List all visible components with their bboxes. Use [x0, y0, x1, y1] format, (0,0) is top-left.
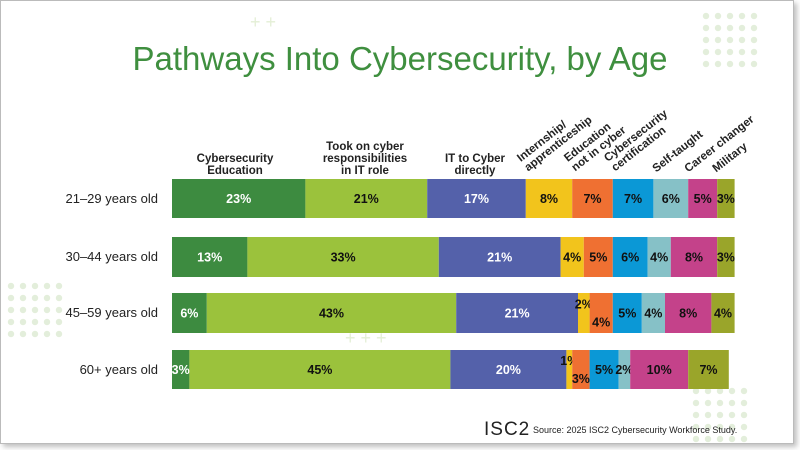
bar-segment [305, 179, 428, 218]
header-cybersecurity-education: Cybersecurity Education [180, 153, 290, 177]
bar-segment [612, 179, 654, 218]
bar-segment [525, 179, 573, 218]
bar-segment [172, 350, 190, 389]
row-label: 45–59 years old [65, 305, 158, 320]
bar-segment [618, 350, 631, 389]
header-line: Took on cyber [326, 141, 404, 153]
data-label: 2% [575, 298, 593, 312]
data-label: 3% [717, 192, 735, 206]
row-label: 21–29 years old [65, 191, 158, 206]
data-label: 5% [618, 307, 636, 321]
bar-segment [688, 179, 718, 218]
data-label: 6% [621, 251, 639, 265]
bar-segment [670, 237, 718, 277]
data-label: 21% [354, 192, 379, 206]
bar-segment [589, 350, 619, 389]
bar-segment [572, 350, 590, 389]
header-line: directly [454, 165, 496, 177]
data-label: 8% [685, 251, 703, 265]
bar-segment [456, 293, 578, 333]
data-label: 17% [464, 192, 489, 206]
bar-segment [641, 293, 665, 333]
data-label: 7% [583, 192, 601, 206]
bar-segment [717, 179, 735, 218]
bar-segment [578, 293, 590, 333]
data-label: 3% [572, 372, 590, 386]
data-label: 43% [319, 307, 344, 321]
data-label: 4% [644, 307, 662, 321]
bar-segment [665, 293, 712, 333]
header-line: in IT role [341, 165, 389, 177]
bar-segment [583, 237, 613, 277]
data-label: 13% [197, 251, 222, 265]
decorative-plus: + + [250, 12, 277, 32]
data-label: 21% [505, 307, 530, 321]
header-line: Cybersecurity [196, 153, 274, 165]
header-line: Education [207, 165, 263, 177]
bar-segment [427, 179, 526, 218]
data-label: 4% [714, 307, 732, 321]
data-label: 3% [717, 251, 735, 265]
bar-segment [560, 237, 584, 277]
bar-segment [206, 293, 457, 333]
data-label: 7% [624, 192, 642, 206]
header-took-on-cyber: Took on cyber responsibilities in IT rol… [310, 141, 420, 177]
header-line: responsibilities [322, 153, 408, 165]
chart-title: Pathways Into Cybersecurity, by Age [132, 40, 668, 77]
row-label: 30–44 years old [65, 249, 158, 264]
data-label: 45% [307, 363, 332, 377]
header-line: IT to Cyber [444, 153, 506, 165]
data-label: 3% [172, 363, 190, 377]
header-it-to-cyber: IT to Cyber directly [420, 153, 530, 177]
data-label: 4% [592, 316, 610, 330]
data-label: 5% [694, 192, 712, 206]
data-label: 6% [180, 307, 198, 321]
data-label: 21% [487, 251, 512, 265]
data-label: 4% [563, 251, 581, 265]
source-note: Source: 2025 ISC2 Cybersecurity Workforc… [533, 425, 738, 435]
bar-segment [566, 350, 573, 389]
bar-segment [189, 350, 451, 389]
bar-segment [247, 237, 439, 277]
decorative-dots [690, 385, 750, 445]
bar-segment [647, 237, 671, 277]
bar-segment [572, 179, 613, 218]
bar-segment [612, 293, 642, 333]
bar-segment [589, 293, 613, 333]
data-label: 5% [589, 251, 607, 265]
bar-segment [450, 350, 567, 389]
bar-segment [688, 350, 729, 389]
bar-segment [172, 237, 248, 277]
bar-segment [630, 350, 689, 389]
data-label: 8% [540, 192, 558, 206]
data-label: 6% [662, 192, 680, 206]
data-label: 20% [496, 363, 521, 377]
data-label: 8% [679, 307, 697, 321]
data-label: 5% [595, 363, 613, 377]
isc2-logo: ISC2 [484, 419, 531, 440]
bar-segment [438, 237, 561, 277]
bar-segment [717, 237, 735, 277]
data-label: 4% [650, 251, 668, 265]
bar-segment [711, 293, 735, 333]
data-label: 33% [331, 251, 356, 265]
row-label: 60+ years old [79, 362, 158, 377]
bar-segment [172, 179, 306, 218]
data-label: 23% [226, 192, 251, 206]
bar-segment [653, 179, 689, 218]
data-label: 7% [699, 363, 717, 377]
decorative-dots [700, 10, 760, 70]
bar-segment [172, 293, 207, 333]
decorative-dots [5, 280, 65, 340]
data-label: 2% [615, 363, 633, 377]
data-label: 10% [647, 363, 672, 377]
bar-segment [612, 237, 648, 277]
